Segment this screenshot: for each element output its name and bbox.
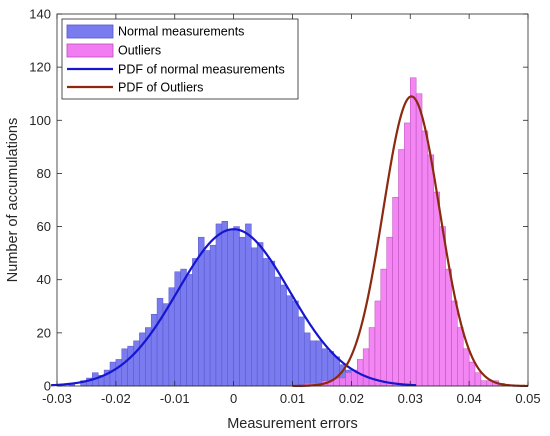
outlier-bar: [457, 327, 464, 387]
outlier-bar: [421, 130, 429, 387]
x-tick-label: 0.04: [456, 391, 481, 406]
normal-measurement-bar: [209, 244, 217, 387]
legend: Normal measurements Outliers PDF of norm…: [61, 18, 299, 100]
normal-measurement-bar: [256, 242, 264, 387]
y-tick-label: 140: [29, 7, 51, 22]
y-tick-label: 40: [37, 272, 51, 287]
x-tick-label: -0.01: [160, 391, 190, 406]
normal-measurement-bar: [192, 258, 199, 387]
outlier-bar: [374, 300, 382, 387]
outlier-bar: [462, 348, 470, 387]
normal-measurement-bar: [156, 298, 164, 387]
normal-measurement-bar: [203, 250, 211, 387]
y-tick-label: 80: [37, 166, 51, 181]
legend-label-pdf-normal: PDF of normal measurements: [118, 63, 285, 77]
outlier-bar: [445, 268, 452, 387]
outlier-bar: [339, 377, 346, 387]
y-tick-label: 120: [29, 60, 51, 75]
normal-measurement-bar: [286, 295, 293, 387]
outlier-bar: [398, 149, 405, 387]
normal-measurement-bar: [186, 274, 193, 387]
normal-measurement-bar: [221, 221, 228, 387]
y-tick-label: 0: [44, 379, 51, 394]
y-tick-label: 60: [37, 219, 51, 234]
outlier-bar: [439, 226, 446, 387]
normal-measurement-bar: [215, 223, 223, 387]
outliers-bars: [304, 77, 505, 387]
normal-measurement-bar: [180, 268, 187, 387]
normal-measurement-bar: [198, 236, 205, 387]
outlier-bar: [404, 122, 411, 387]
x-tick-label: 0: [230, 391, 237, 406]
y-tick-label: 100: [29, 113, 51, 128]
outlier-bar: [433, 191, 440, 387]
normal-measurement-bar: [309, 340, 317, 387]
normal-measurement-bar: [280, 284, 287, 387]
normal-measurement-bar: [251, 247, 258, 387]
normal-measurement-bar: [315, 340, 323, 387]
outlier-bar: [427, 154, 435, 387]
normal-measurements-bars: [68, 221, 387, 387]
outlier-bar: [474, 372, 482, 387]
outlier-bar: [362, 348, 370, 387]
pdf-outliers-curve: [292, 95, 529, 388]
legend-label-normal-measurements: Normal measurements: [118, 25, 244, 39]
pdf-curves: [51, 95, 529, 388]
outlier-bar: [386, 236, 393, 387]
normal-measurement-bar: [274, 276, 281, 387]
x-axis-ticks: -0.03 -0.02 -0.01 0 0.01 0.02 0.03 0.04 0.05: [42, 14, 541, 406]
normal-measurement-bar: [239, 236, 246, 387]
pdf-normal-curve: [51, 228, 417, 387]
x-tick-label: 0.01: [280, 391, 305, 406]
normal-measurement-bar: [227, 228, 234, 387]
y-axis-ticks: 0 20 40 60 80 100 120 140: [29, 7, 528, 394]
legend-swatch-outliers: [66, 43, 114, 58]
x-tick-label: -0.02: [101, 391, 131, 406]
normal-measurement-bar: [121, 348, 128, 387]
x-tick-label: 0.03: [398, 391, 423, 406]
normal-measurement-bar: [298, 316, 305, 387]
normal-measurement-bar: [245, 223, 252, 387]
x-axis-label: Measurement errors: [227, 416, 358, 432]
legend-label-pdf-outliers: PDF of Outliers: [118, 81, 203, 95]
normal-measurement-bar: [233, 226, 240, 387]
outlier-bar: [345, 372, 352, 387]
normal-measurement-bar: [262, 258, 270, 387]
normal-measurement-bar: [321, 348, 329, 387]
outlier-bar: [415, 93, 423, 387]
normal-measurement-bar: [115, 359, 123, 387]
normal-measurement-bar: [109, 361, 117, 387]
outlier-bar: [392, 197, 399, 387]
normal-measurement-bar: [268, 260, 276, 387]
x-tick-label: 0.02: [339, 391, 364, 406]
y-axis-label: Number of accumulations: [5, 118, 21, 282]
y-tick-label: 20: [37, 325, 51, 340]
x-tick-label: 0.05: [515, 391, 540, 406]
normal-measurement-bar: [127, 345, 134, 387]
outlier-bar: [410, 77, 417, 387]
outlier-bar: [480, 380, 488, 387]
outlier-bar: [380, 268, 387, 387]
x-tick-label: -0.03: [42, 391, 72, 406]
outlier-bar: [468, 361, 476, 387]
legend-swatch-normal-measurements: [66, 24, 114, 39]
normal-measurement-bar: [304, 332, 311, 387]
outlier-bar: [451, 300, 458, 387]
normal-measurement-bar: [292, 300, 299, 387]
legend-label-outliers: Outliers: [118, 44, 161, 58]
